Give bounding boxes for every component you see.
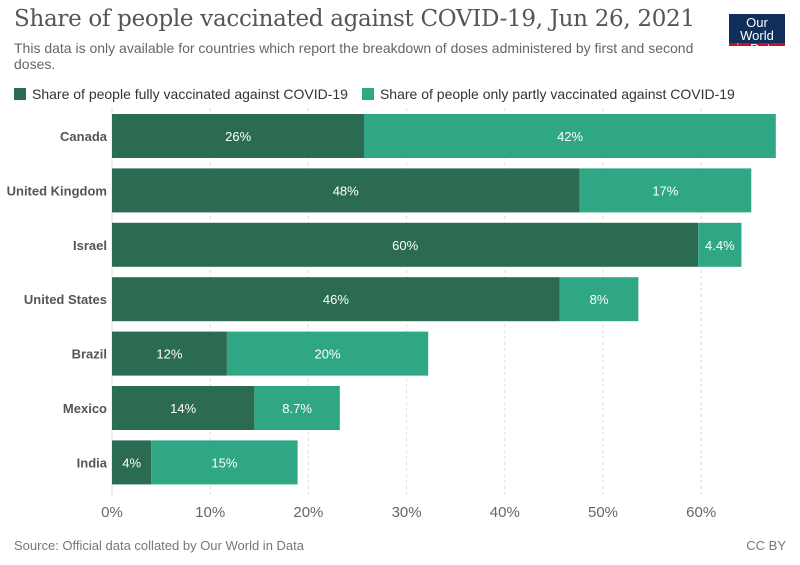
data-label: 8.7% [282,401,312,416]
bar-fully [112,386,255,430]
data-label: 8% [590,292,609,307]
bar-fully [112,277,560,322]
legend-swatch-partly [361,88,374,100]
data-label: 17% [652,183,678,198]
category-label: Israel [73,238,107,253]
chart-title: Share of people vaccinated against COVID… [14,6,695,32]
bar-fully [112,222,699,267]
bar-partly [559,277,639,322]
category-label: India [77,455,108,470]
bar-partly [579,168,752,213]
owid-logo[interactable]: Our World in Data [729,14,785,55]
legend-label-partly: Share of people only partly vaccinated a… [379,86,735,102]
license[interactable]: CC BY [746,538,786,553]
legend-item-partly[interactable]: Share of people only partly vaccinated a… [361,86,735,102]
x-tick-label: 50% [588,504,618,521]
x-tick-label: 0% [101,504,123,521]
bar-partly [226,331,429,376]
bar-partly [254,386,340,430]
legend-item-fully[interactable]: Share of people fully vaccinated against… [14,86,348,102]
data-label: 4% [122,455,141,470]
x-tick-label: 30% [392,504,422,521]
category-label: Brazil [72,347,107,362]
data-label: 60% [392,238,418,253]
logo-line-2: in Data [736,41,778,56]
category-label: United States [24,292,107,307]
category-label: Canada [60,129,108,144]
legend: Share of people fully vaccinated against… [14,86,735,102]
legend-swatch-fully [14,88,26,100]
category-label: Mexico [63,401,107,416]
x-tick-label: 60% [686,504,716,521]
bar-partly [364,114,776,158]
data-label: 12% [156,347,182,362]
bar-partly [151,440,298,485]
data-label: 15% [211,455,237,470]
bar-fully [112,331,227,376]
source-note[interactable]: Source: Official data collated by Our Wo… [14,538,304,553]
bar-fully [112,440,152,485]
data-label: 48% [333,183,359,198]
category-label: United Kingdom [7,183,107,198]
logo-line-1: Our World [740,15,774,43]
x-tick-label: 20% [293,504,323,521]
bar-partly [698,222,742,267]
x-tick-label: 40% [490,504,520,521]
legend-label-fully: Share of people fully vaccinated against… [32,86,348,102]
data-label: 20% [315,347,341,362]
data-label: 42% [557,129,583,144]
data-label: 4.4% [705,238,735,253]
data-label: 14% [170,401,196,416]
chart-subtitle: This data is only available for countrie… [14,40,694,72]
data-label: 26% [225,129,251,144]
bar-fully [112,168,580,213]
bar-fully [112,114,365,158]
data-label: 46% [323,292,349,307]
x-tick-label: 10% [195,504,225,521]
